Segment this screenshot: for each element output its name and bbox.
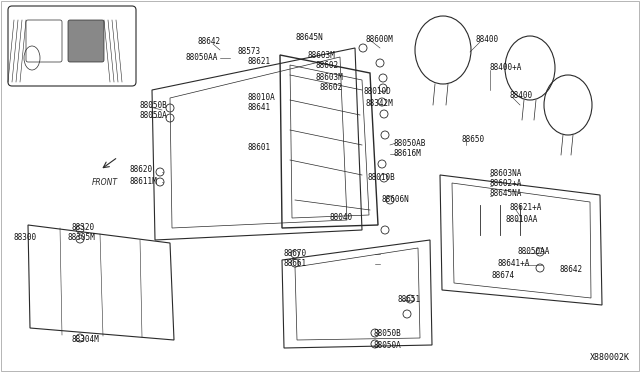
Text: 88304M: 88304M (72, 336, 100, 344)
Text: 88621+A: 88621+A (510, 202, 542, 212)
Text: 88601: 88601 (248, 144, 271, 153)
Text: 88040: 88040 (330, 214, 353, 222)
Text: 88603M: 88603M (316, 73, 344, 81)
Text: 88400: 88400 (510, 90, 533, 99)
Text: X880002K: X880002K (590, 353, 630, 362)
Text: 88400: 88400 (476, 35, 499, 45)
Text: 88606N: 88606N (382, 196, 410, 205)
Text: 88603NA: 88603NA (490, 170, 522, 179)
Text: 88010B: 88010B (368, 173, 396, 183)
Text: 88050AA: 88050AA (518, 247, 550, 257)
Text: 88010AA: 88010AA (505, 215, 538, 224)
Text: 88641: 88641 (248, 103, 271, 112)
FancyBboxPatch shape (68, 20, 104, 62)
Text: 88050AA: 88050AA (185, 54, 218, 62)
Text: 88050B: 88050B (140, 100, 168, 109)
Text: 88050AB: 88050AB (394, 138, 426, 148)
Text: 88342M: 88342M (365, 99, 393, 108)
Text: 88650: 88650 (462, 135, 485, 144)
Text: 88050A: 88050A (374, 340, 402, 350)
Text: 88320: 88320 (72, 222, 95, 231)
Text: 88616M: 88616M (394, 150, 422, 158)
Text: 88305M: 88305M (68, 234, 96, 243)
Text: 88050A: 88050A (140, 112, 168, 121)
Text: 88600M: 88600M (365, 35, 393, 45)
Text: 88602: 88602 (316, 61, 339, 70)
Text: 88602+A: 88602+A (490, 180, 522, 189)
Text: 88661: 88661 (284, 259, 307, 267)
Text: 88300: 88300 (14, 234, 37, 243)
Text: 88010D: 88010D (363, 87, 391, 96)
Text: 88645N: 88645N (295, 33, 323, 42)
Text: 88621: 88621 (247, 58, 270, 67)
Text: 88603M: 88603M (308, 51, 336, 60)
Text: 88645NA: 88645NA (490, 189, 522, 199)
Text: 88642: 88642 (560, 266, 583, 275)
Text: 88642: 88642 (198, 38, 221, 46)
Text: 88651: 88651 (398, 295, 421, 304)
Text: 88602: 88602 (320, 83, 343, 92)
Text: FRONT: FRONT (92, 178, 118, 187)
Text: 88611M: 88611M (130, 176, 157, 186)
Text: 88670: 88670 (284, 248, 307, 257)
Text: 88400+A: 88400+A (490, 64, 522, 73)
Text: 88010A: 88010A (248, 93, 276, 102)
Text: 88620: 88620 (130, 166, 153, 174)
Text: 88641+A: 88641+A (497, 260, 529, 269)
Text: 88050B: 88050B (374, 330, 402, 339)
Text: 88674: 88674 (492, 272, 515, 280)
Text: 88573: 88573 (238, 48, 261, 57)
